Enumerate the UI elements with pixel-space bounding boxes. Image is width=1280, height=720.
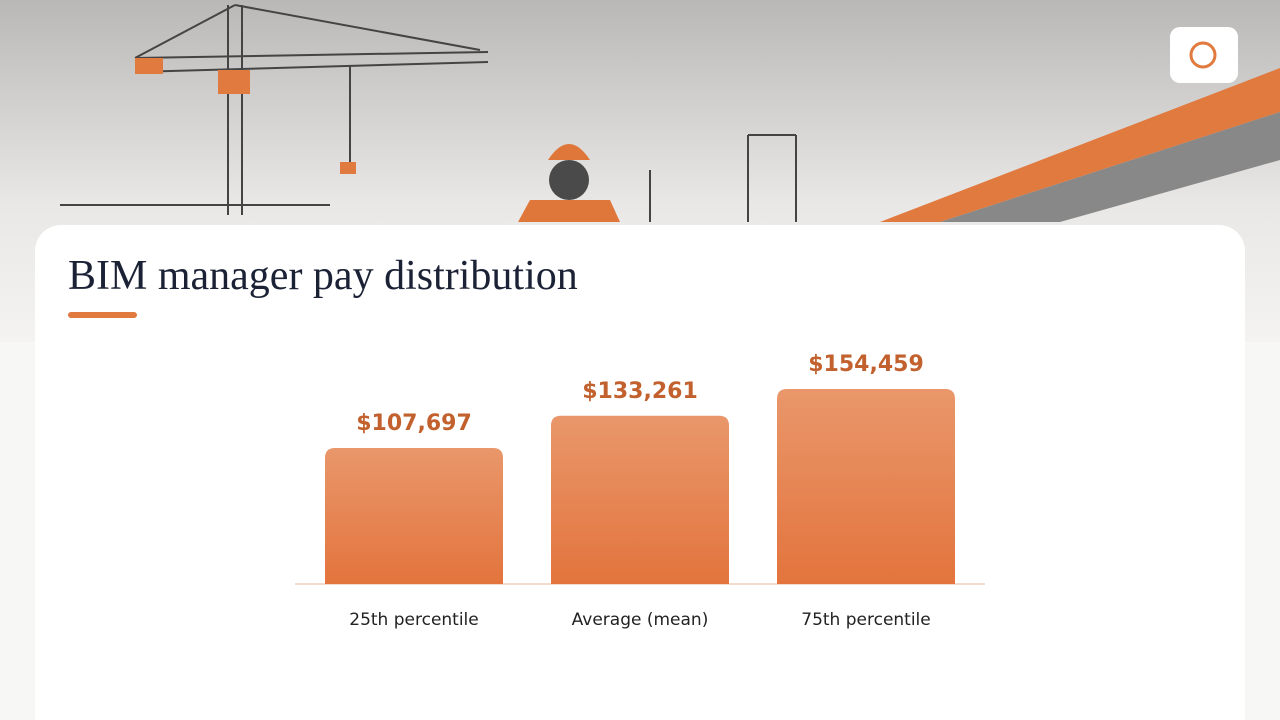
bar bbox=[551, 415, 729, 584]
chart-title: BIM manager pay distribution bbox=[68, 253, 578, 299]
title-underline bbox=[68, 312, 137, 318]
x-tick-label: 25th percentile bbox=[349, 610, 479, 630]
bar bbox=[325, 448, 503, 584]
logo bbox=[1189, 41, 1217, 69]
bar bbox=[777, 389, 955, 584]
value-label: $154,459 bbox=[808, 352, 924, 377]
value-label: $107,697 bbox=[356, 411, 472, 436]
value-label: $133,261 bbox=[582, 379, 698, 404]
x-tick-label: 75th percentile bbox=[801, 610, 931, 630]
logo-box bbox=[1170, 27, 1238, 83]
x-tick-label: Average (mean) bbox=[572, 610, 709, 630]
